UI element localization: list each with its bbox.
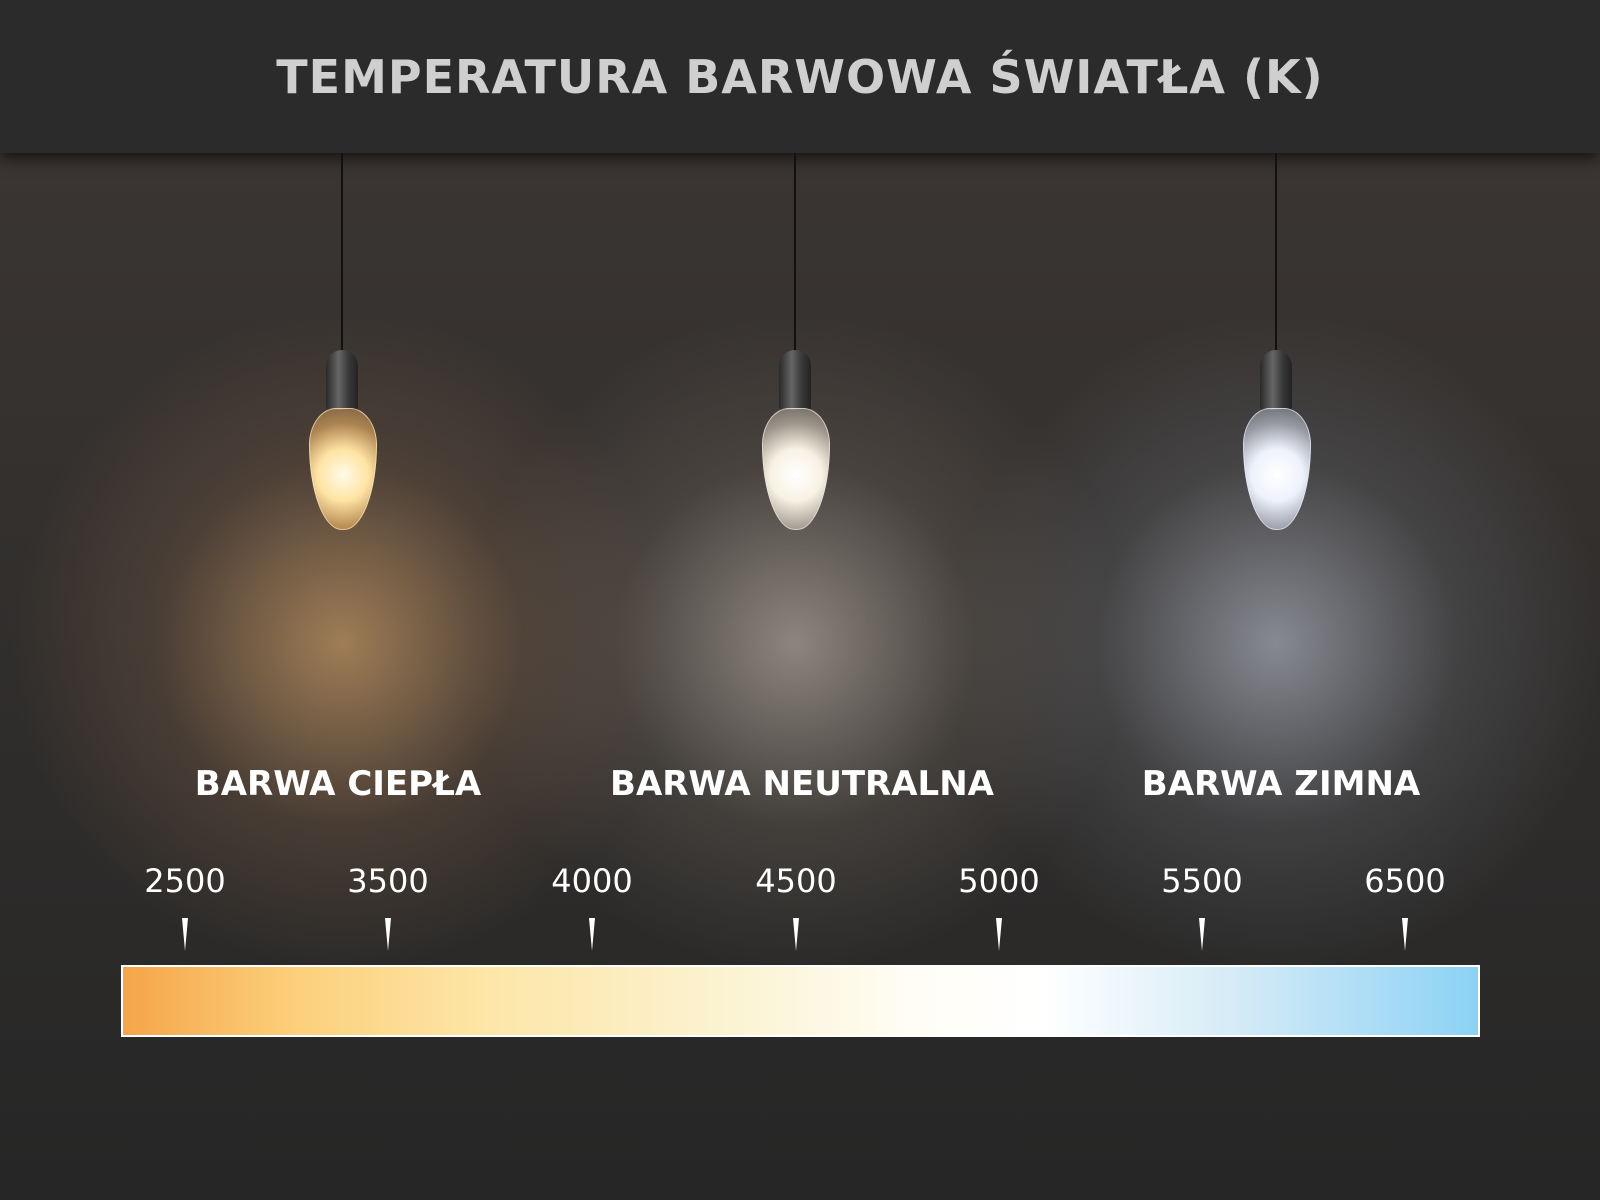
background-wall <box>0 153 1600 1200</box>
scale-value: 5000 <box>958 862 1040 900</box>
color-temperature-gradient-bar <box>121 965 1480 1037</box>
tick-marker <box>793 918 799 951</box>
tick-marker <box>589 918 595 951</box>
scale-value: 3500 <box>347 862 429 900</box>
page-title: TEMPERATURA BARWOWA ŚWIATŁA (K) <box>276 49 1324 104</box>
neutral-label: BARWA NEUTRALNA <box>610 764 994 804</box>
scale-value: 2500 <box>144 862 226 900</box>
header-banner: TEMPERATURA BARWOWA ŚWIATŁA (K) <box>0 0 1600 153</box>
scale-value: 5500 <box>1161 862 1243 900</box>
cool-label: BARWA ZIMNA <box>1141 764 1421 804</box>
tick-marker <box>385 918 391 951</box>
warm-label: BARWA CIEPŁA <box>194 764 482 804</box>
tick-marker <box>1199 918 1205 951</box>
tick-marker <box>182 918 188 951</box>
tick-marker <box>1402 918 1408 951</box>
scale-value: 6500 <box>1364 862 1446 900</box>
scale-value: 4500 <box>755 862 837 900</box>
tick-marker <box>996 918 1002 951</box>
scale-value: 4000 <box>551 862 633 900</box>
